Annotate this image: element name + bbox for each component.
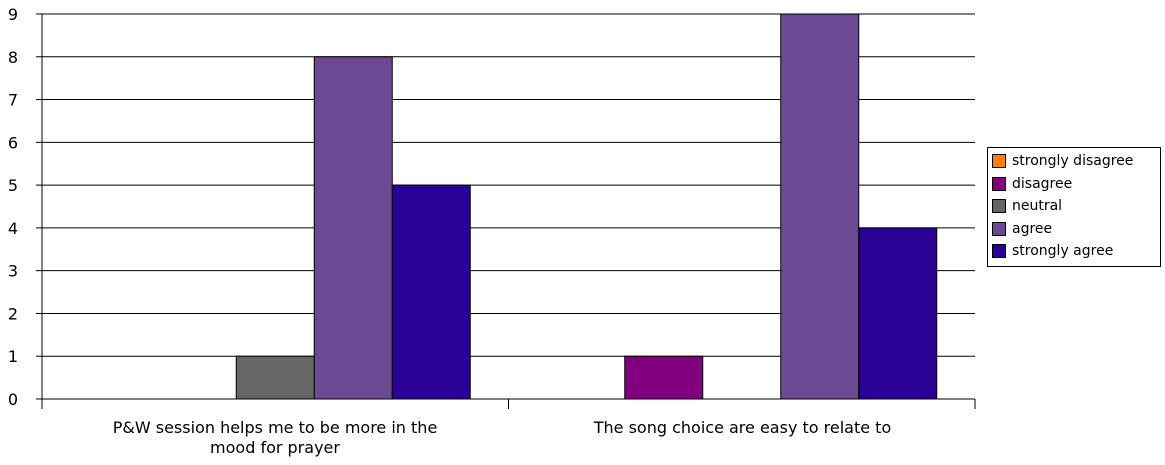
y-tick-label: 5 [8, 176, 18, 195]
category-label-0: P&W session helps me to be more in the m… [112, 418, 438, 457]
bar-strongly-agree-1 [858, 227, 938, 400]
y-tick-label: 6 [8, 133, 18, 152]
bar-disagree-1 [624, 355, 704, 400]
y-tick-label: 3 [8, 262, 18, 281]
legend-label: strongly agree [1012, 243, 1114, 260]
legend-label: strongly disagree [1012, 153, 1134, 170]
y-tick-label: 2 [8, 304, 18, 323]
legend-label: agree [1012, 220, 1053, 237]
legend-swatch [992, 154, 1006, 169]
legend-swatch [992, 221, 1006, 236]
y-tick-label: 1 [8, 347, 18, 366]
bar-agree-0 [313, 56, 393, 400]
y-tick-label: 0 [8, 390, 18, 409]
legend-item-strongly-disagree: strongly disagree [992, 150, 1156, 173]
bar-neutral-0 [235, 355, 315, 400]
bar-agree-1 [780, 13, 860, 400]
y-tick-label: 8 [8, 48, 18, 67]
legend-swatch [992, 199, 1006, 214]
legend-label: disagree [1012, 175, 1073, 192]
bar-strongly-agree-0 [391, 184, 471, 400]
grid-lines [42, 13, 975, 357]
legend-item-strongly-agree: strongly agree [992, 240, 1156, 263]
y-tick-label: 4 [8, 219, 18, 238]
legend-item-neutral: neutral [992, 195, 1156, 218]
legend-item-disagree: disagree [992, 173, 1156, 196]
legend-swatch [992, 244, 1006, 259]
y-tick-label: 9 [8, 5, 18, 24]
legend-swatch [992, 176, 1006, 191]
bars [235, 13, 938, 400]
legend-label: neutral [1012, 198, 1063, 215]
category-label-1: The song choice are easy to relate to [593, 418, 892, 437]
axes [41, 14, 976, 409]
legend-item-agree: agree [992, 218, 1156, 241]
y-tick-label: 7 [8, 91, 18, 110]
y-axis-ticks: 0 1 2 3 4 5 6 7 8 9 [8, 5, 42, 409]
legend: strongly disagree disagree neutral agree… [987, 147, 1161, 267]
